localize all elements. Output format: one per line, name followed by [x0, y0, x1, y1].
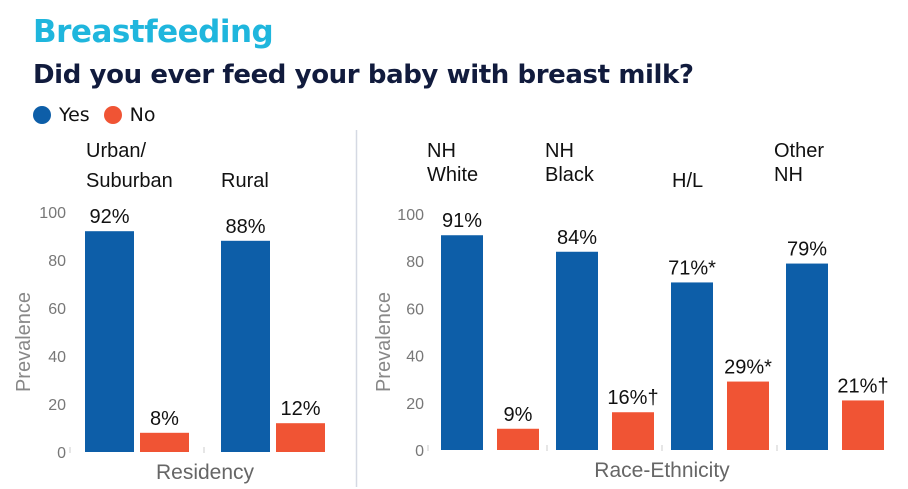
panel2-category-label: NH: [545, 140, 574, 162]
panel1-y-tick-label: 60: [48, 301, 66, 318]
panel1-bar-yes: [85, 231, 134, 452]
legend-item-yes: Yes: [33, 104, 90, 126]
panel2-y-axis-label: Prevalence: [373, 292, 395, 392]
panel2-category-label: Black: [545, 164, 595, 186]
panel1-bar-no: [276, 423, 325, 452]
panel2-data-label-no: 16%†: [607, 387, 658, 409]
panel2-bar-yes: [556, 251, 598, 450]
panel2-data-label-yes: 71%*: [668, 257, 716, 279]
panel2-bar-no: [842, 400, 884, 450]
panel2-y-tick-label: 100: [397, 207, 424, 224]
panel1-data-label-no: 12%: [280, 398, 320, 420]
panel1-y-tick-label: 0: [57, 445, 66, 462]
panel2-category-label: H/L: [672, 170, 703, 192]
panel1-bar-no: [140, 432, 189, 452]
panel2-bar-no: [727, 381, 769, 450]
panel1-data-label-yes: 92%: [89, 206, 129, 228]
panel1-y-tick-label: 40: [48, 349, 66, 366]
panel2-bar-yes: [441, 235, 483, 450]
panel2-data-label-yes: 84%: [557, 227, 597, 249]
panel1-category-label: Urban/: [86, 140, 146, 162]
panel1-y-tick-label: 100: [39, 205, 66, 222]
page-subtitle: Did you ever feed your baby with breast …: [33, 60, 694, 90]
legend-label-no: No: [129, 104, 156, 126]
panel1-bar-yes: [221, 240, 270, 452]
panel2-bar-no: [612, 412, 654, 450]
panel2-category-label: White: [427, 164, 478, 186]
panel2-category-label: NH: [774, 164, 803, 186]
panel2-y-tick-label: 40: [406, 349, 424, 366]
panel2-data-label-no: 9%: [504, 404, 533, 426]
legend-label-yes: Yes: [59, 104, 90, 126]
panel2-y-tick-label: 80: [406, 254, 424, 271]
panel1-data-label-yes: 88%: [225, 216, 265, 238]
panel1-data-label-no: 8%: [150, 408, 179, 430]
panel1-category-label: Rural: [221, 170, 269, 192]
panel2-data-label-no: 21%†: [837, 375, 888, 397]
panel2-category-label: NH: [427, 140, 456, 162]
legend-item-no: No: [103, 104, 156, 126]
panel2-bar-yes: [786, 263, 828, 450]
panel2-category-label: Other: [774, 140, 824, 162]
panel1-y-tick-label: 80: [48, 253, 66, 270]
panel2-bar-yes: [671, 282, 713, 450]
legend: Yes No: [33, 104, 170, 126]
panel1-y-axis-label: Prevalence: [13, 292, 35, 392]
page-title: Breastfeeding: [33, 14, 274, 50]
panel1-x-axis-label: Residency: [156, 461, 255, 484]
legend-swatch-yes: [33, 106, 51, 124]
panel2-y-tick-label: 0: [415, 443, 424, 460]
panel1-y-tick-label: 20: [48, 397, 66, 414]
legend-swatch-no: [103, 106, 122, 124]
panel2-data-label-no: 29%*: [724, 357, 772, 379]
panel2-x-axis-label: Race-Ethnicity: [594, 459, 730, 482]
panel1-category-label: Suburban: [86, 170, 173, 192]
panel2-y-tick-label: 60: [406, 301, 424, 318]
panel2-data-label-yes: 91%: [442, 210, 482, 232]
panel2-data-label-yes: 79%: [787, 239, 827, 261]
panel2-y-tick-label: 20: [406, 396, 424, 413]
panel2-bar-no: [497, 428, 539, 450]
